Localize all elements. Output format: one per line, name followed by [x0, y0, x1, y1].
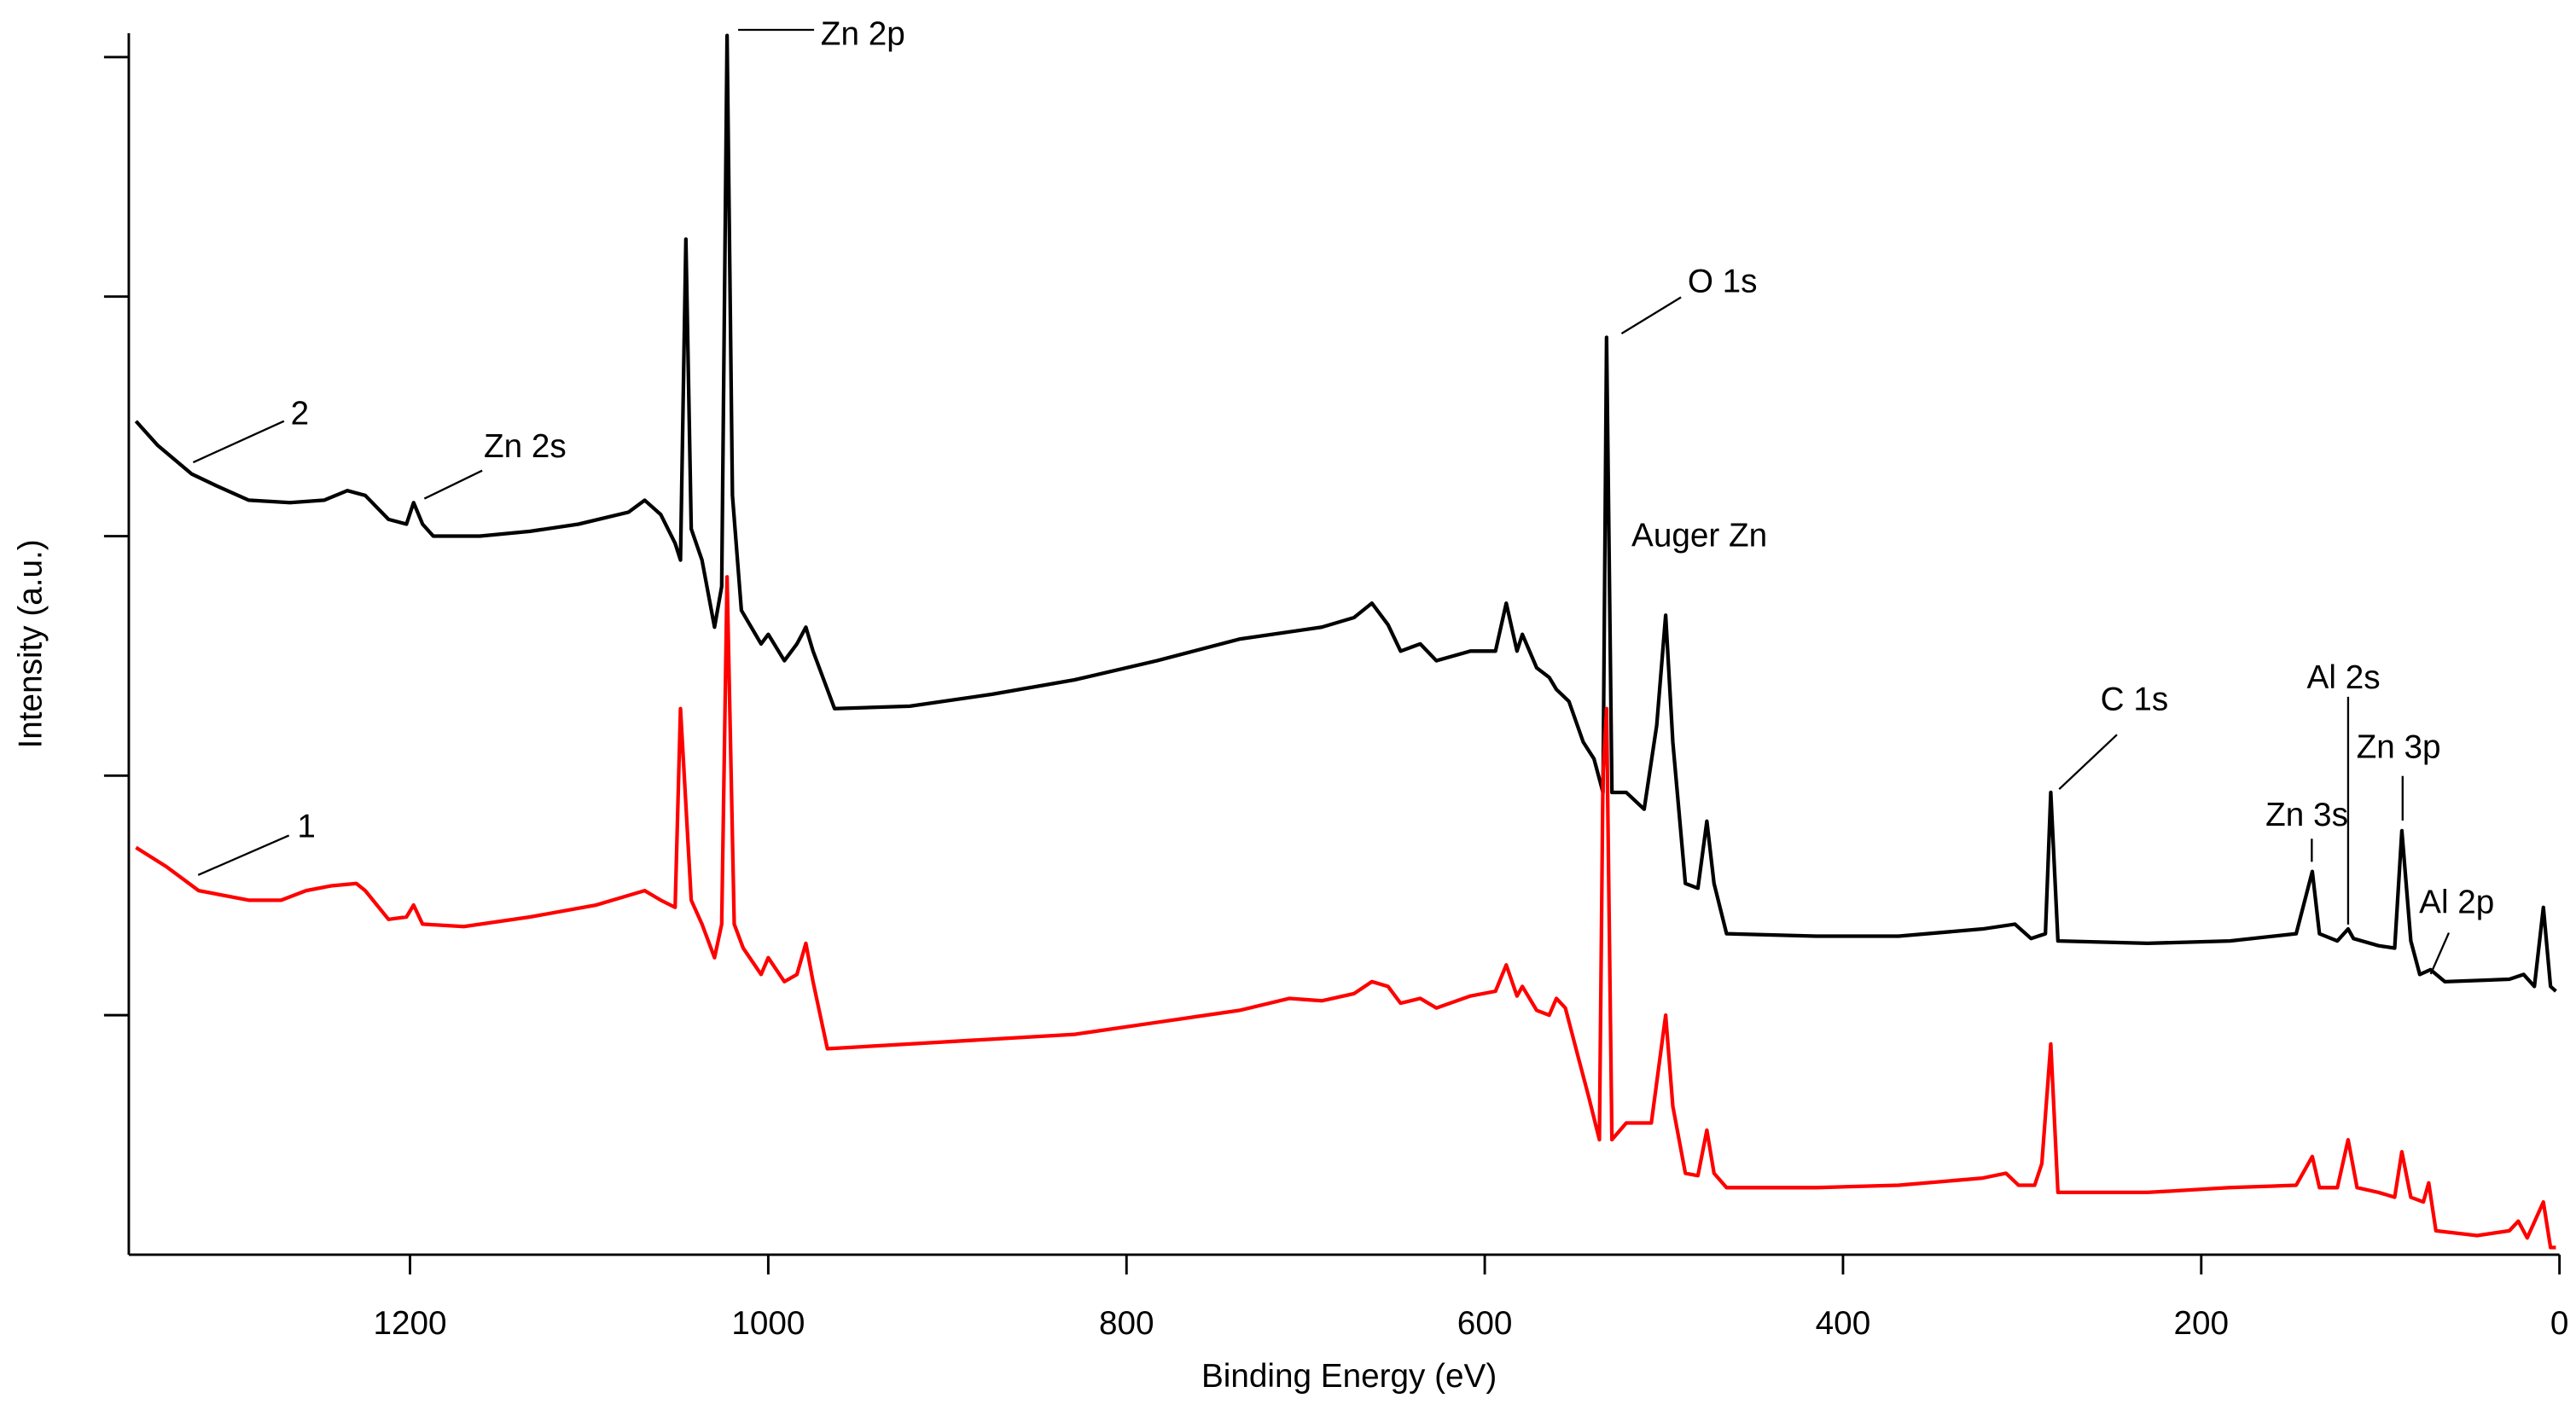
x-axis-label: Binding Energy (eV) — [1201, 1358, 1497, 1395]
series-leader — [192, 420, 285, 464]
x-tick-label: 600 — [1457, 1305, 1513, 1342]
peak-annotation: O 1s — [1688, 264, 1758, 300]
x-tick-label: 0 — [2550, 1305, 2569, 1342]
peak-annotation: Auger Zn — [1631, 518, 1767, 554]
x-tick-label: 800 — [1099, 1305, 1154, 1342]
annotation-leader — [1620, 296, 1682, 335]
x-tick-label: 1200 — [373, 1305, 446, 1342]
annotation-leader — [2429, 932, 2451, 975]
x-tick-label: 1000 — [731, 1305, 805, 1342]
peak-annotation: Zn 3s — [2265, 797, 2348, 833]
series-label: 1 — [297, 808, 316, 844]
spectrum-line — [135, 575, 2556, 1250]
series-leader — [197, 834, 290, 876]
series-label: 2 — [291, 396, 310, 432]
peak-annotation: Al 2s — [2307, 659, 2381, 696]
annotation-leader — [423, 469, 483, 500]
peak-annotation: Zn 2s — [484, 428, 567, 465]
spectrum-line — [134, 33, 2557, 993]
peak-annotation: Al 2p — [2419, 884, 2494, 920]
x-tick-label: 200 — [2174, 1305, 2230, 1342]
peak-annotation: C 1s — [2101, 681, 2169, 717]
peak-annotation: Zn 3p — [2357, 728, 2441, 765]
y-axis-label: Intensity (a.u.) — [12, 539, 49, 748]
x-tick-label: 400 — [1816, 1305, 1871, 1342]
peak-annotation: Zn 2p — [821, 15, 905, 52]
annotation-leader — [2058, 734, 2118, 791]
